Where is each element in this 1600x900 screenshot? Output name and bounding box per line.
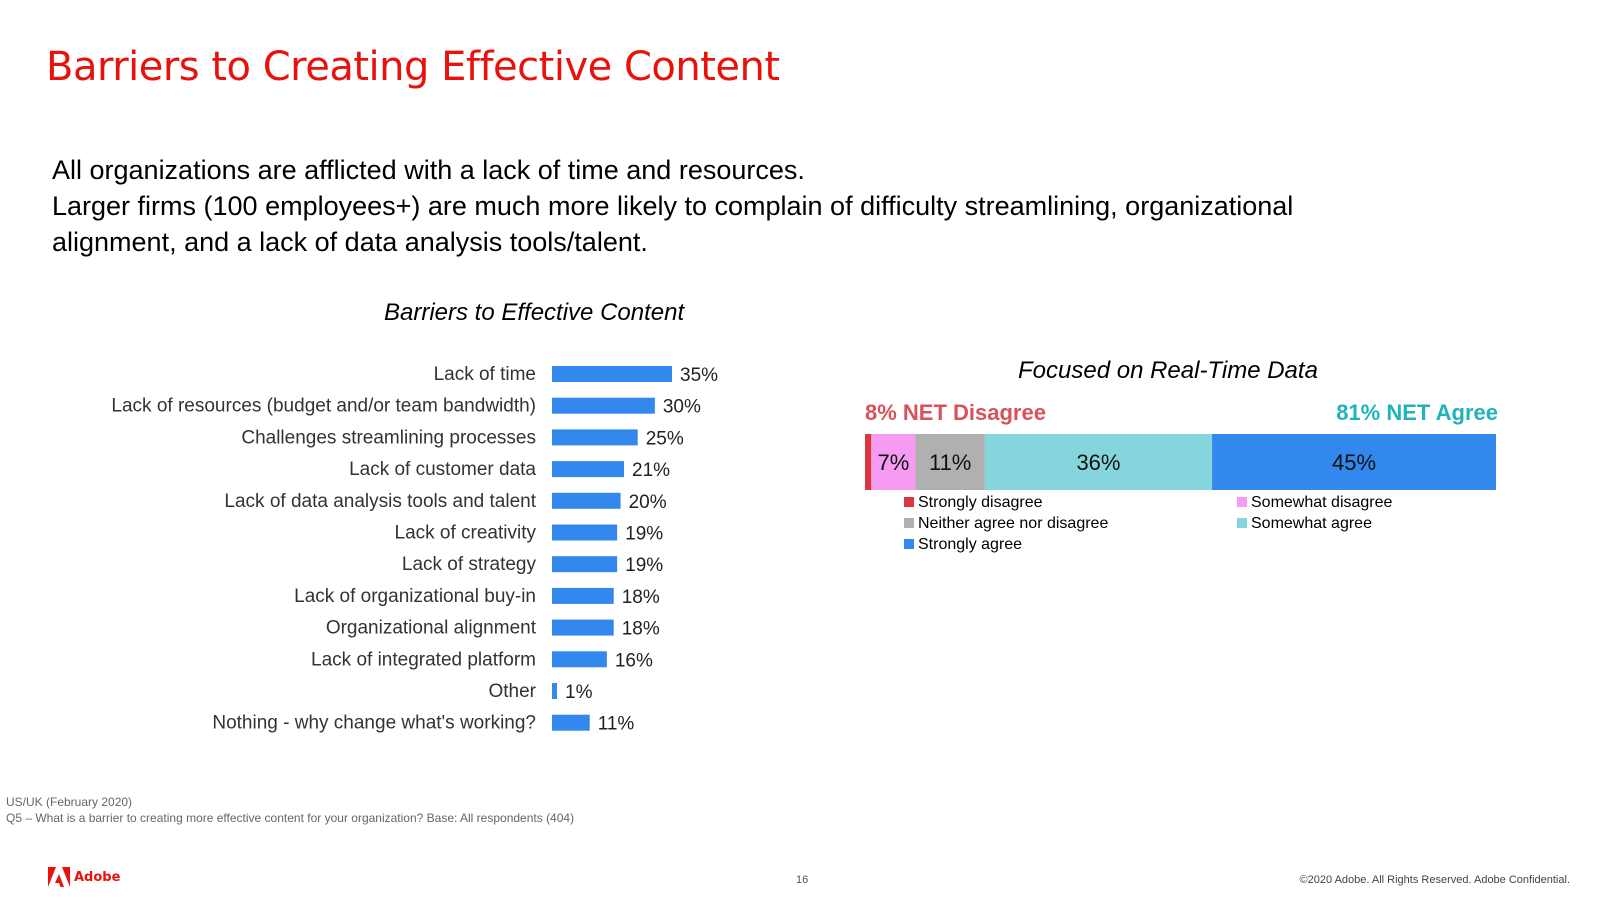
bar [552, 492, 621, 509]
bar [552, 429, 638, 446]
page-number: 16 [796, 874, 809, 886]
bar-value-label: 18% [622, 619, 660, 640]
net-disagree-label: 8% NET Disagree [865, 400, 1046, 425]
bar-category-label: Lack of customer data [349, 459, 536, 480]
legend-swatch [904, 518, 914, 528]
summary-text: All organizations are afflicted with a l… [52, 152, 1532, 260]
legend-swatch [1237, 518, 1247, 528]
bar-category-label: Lack of integrated platform [311, 649, 536, 670]
adobe-logo-icon [48, 867, 70, 887]
bar-category-label: Lack of resources (budget and/or team ba… [111, 396, 536, 417]
bar-value-label: 19% [625, 555, 663, 576]
stack-segment [915, 434, 985, 490]
bar-category-label: Nothing - why change what's working? [212, 713, 536, 734]
bar [552, 461, 624, 478]
summary-line: alignment, and a lack of data analysis t… [52, 227, 648, 257]
legend-label: Strongly disagree [918, 494, 1043, 511]
bar [552, 556, 618, 573]
bar [552, 651, 607, 668]
footnote-source: US/UK (February 2020) [6, 795, 133, 809]
bar-category-label: Organizational alignment [326, 618, 537, 639]
bar [552, 714, 590, 731]
bar [552, 683, 557, 699]
bar [552, 619, 614, 636]
bar-chart-title: Barriers to Effective Content [384, 299, 685, 326]
copyright-notice: ©2020 Adobe. All Rights Reserved. Adobe … [1299, 874, 1570, 886]
legend-swatch [904, 539, 914, 549]
bar [552, 524, 618, 541]
bar-category-label: Lack of creativity [395, 523, 537, 544]
bar [552, 587, 614, 604]
stack-segment [865, 434, 872, 490]
legend-item-somewhat-agree: Somewhat agree [1237, 515, 1372, 533]
bar-value-label: 16% [615, 650, 653, 671]
bar-category-label: Lack of organizational buy-in [294, 586, 536, 607]
legend-swatch [1237, 497, 1247, 507]
bar-value-label: 35% [680, 365, 718, 386]
legend-label: Somewhat disagree [1251, 494, 1393, 511]
stack-value-label: 11% [929, 450, 971, 475]
footnote-question: Q5 – What is a barrier to creating more … [6, 811, 575, 825]
slide-title: Barriers to Creating Effective Content [46, 44, 780, 90]
summary-line: All organizations are afflicted with a l… [52, 155, 805, 185]
bar-category-label: Lack of time [434, 364, 536, 385]
bar-value-label: 18% [622, 587, 660, 608]
legend-item-strongly-agree: Strongly agree [904, 536, 1022, 554]
adobe-logo: Adobe [48, 867, 120, 887]
legend-swatch [904, 497, 914, 507]
stack-value-label: 7% [877, 450, 909, 475]
bar-value-label: 20% [629, 492, 667, 513]
stack-segment [984, 434, 1213, 490]
legend-label: Somewhat agree [1251, 515, 1372, 532]
legend-item-neither: Neither agree nor disagree [904, 515, 1108, 533]
legend-label: Strongly agree [918, 536, 1023, 553]
summary-line: Larger firms (100 employees+) are much m… [52, 191, 1294, 221]
bar-value-label: 30% [663, 397, 701, 418]
stack-value-label: 45% [1332, 450, 1376, 475]
bar-value-label: 19% [625, 524, 663, 545]
legend-label: Neither agree nor disagree [918, 515, 1109, 532]
stack-chart-title: Focused on Real-Time Data [1018, 357, 1318, 384]
bar [552, 366, 672, 382]
legend-item-somewhat-disagree: Somewhat disagree [1237, 494, 1392, 512]
stack-legend: Strongly disagree Somewhat disagree Neit… [904, 494, 1524, 564]
real-time-stacked-bar: 7% 11% 36% 45% [865, 434, 1496, 490]
legend-item-strongly-disagree: Strongly disagree [904, 494, 1043, 512]
stack-segment [1212, 434, 1496, 490]
stack-value-label: 36% [1076, 450, 1120, 475]
bar-category-label: Other [488, 681, 536, 702]
adobe-logo-text: Adobe [74, 869, 121, 885]
bar-value-label: 25% [646, 428, 684, 449]
bar-category-label: Lack of strategy [402, 554, 537, 575]
net-agree-label: 81% NET Agree [1336, 400, 1498, 425]
bar-value-label: 1% [565, 682, 593, 703]
bar-category-label: Lack of data analysis tools and talent [224, 491, 536, 512]
bar-category-label: Challenges streamlining processes [241, 427, 536, 448]
bar-value-label: 11% [598, 714, 635, 735]
barriers-bar-chart: Lack of time 35% Lack of resources (budget… [111, 364, 718, 735]
stack-segment [871, 434, 916, 490]
bar-value-label: 21% [632, 460, 670, 481]
bar [552, 397, 655, 414]
